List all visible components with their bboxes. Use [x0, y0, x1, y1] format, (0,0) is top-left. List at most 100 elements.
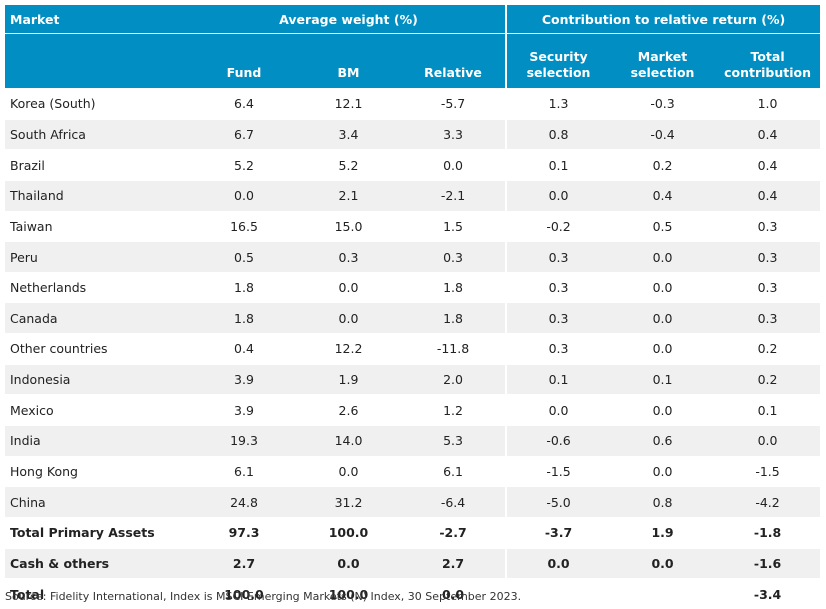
- security-selection-cell: 0.0: [505, 179, 611, 212]
- fund-cell: 0.0: [192, 179, 296, 212]
- source-footnote: Source: Fidelity International, Index is…: [5, 590, 522, 603]
- table-row: Cash & others 2.7 0.0 2.7 0.0 0.0 -1.6: [5, 547, 821, 579]
- relative-cell: -2.7: [401, 516, 507, 549]
- relative-cell: 2.7: [401, 547, 507, 579]
- table-header: Market Average weight (%) Contribution t…: [5, 5, 821, 89]
- total-contribution-cell: 1.0: [715, 88, 821, 120]
- total-contribution-cell: -4.2: [715, 486, 821, 518]
- security-selection-cell: 0.1: [505, 149, 611, 181]
- market-cell: Indonesia: [5, 363, 192, 395]
- security-selection-cell: 0.3: [505, 333, 611, 365]
- market-selection-cell: 0.2: [610, 149, 716, 181]
- total-contribution-cell: 0.2: [715, 363, 821, 395]
- total-contribution-column-header: Total contribution: [715, 33, 821, 89]
- average-weight-group-header: Average weight (%): [192, 5, 507, 34]
- table-body: Korea (South) 6.4 12.1 -5.7 1.3 -0.3 1.0 South …: [5, 88, 821, 609]
- security-selection-cell: -0.2: [505, 210, 611, 242]
- table-row: Other countries 0.4 12.2 -11.8 0.3 0.0 0.2: [5, 333, 821, 365]
- bm-cell: 5.2: [296, 149, 401, 181]
- market-cell: Korea (South): [5, 88, 192, 120]
- market-cell: India: [5, 425, 192, 457]
- total-contribution-cell: -3.4: [715, 578, 821, 609]
- relative-column-header: Relative: [401, 33, 507, 89]
- market-cell: Peru: [5, 241, 192, 273]
- table-row: Canada 1.8 0.0 1.8 0.3 0.0 0.3: [5, 302, 821, 334]
- relative-cell: 6.1: [401, 455, 507, 487]
- market-selection-cell: 0.0: [610, 302, 716, 334]
- bm-cell: 1.9: [296, 363, 401, 395]
- security-selection-cell: -1.5: [505, 455, 611, 487]
- market-selection-header-line2: selection: [630, 65, 695, 80]
- fund-cell: 6.7: [192, 118, 296, 150]
- table-row: Indonesia 3.9 1.9 2.0 0.1 0.1 0.2: [5, 363, 821, 395]
- total-contribution-cell: -1.6: [715, 547, 821, 579]
- attribution-table: Market Average weight (%) Contribution t…: [5, 5, 821, 609]
- security-selection-cell: 0.1: [505, 363, 611, 395]
- market-selection-cell: 0.4: [610, 179, 716, 212]
- table-row: Netherlands 1.8 0.0 1.8 0.3 0.0 0.3: [5, 271, 821, 303]
- fund-cell: 3.9: [192, 394, 296, 426]
- market-cell: Cash & others: [5, 547, 192, 579]
- security-selection-cell: -5.0: [505, 486, 611, 518]
- fund-column-header: Fund: [192, 33, 296, 89]
- market-cell: Mexico: [5, 394, 192, 426]
- total-contribution-cell: 0.4: [715, 179, 821, 212]
- market-cell: Total: [5, 578, 192, 609]
- market-selection-cell: 0.0: [610, 455, 716, 487]
- market-cell: South Africa: [5, 118, 192, 150]
- security-selection-cell: 1.3: [505, 88, 611, 120]
- relative-cell: 1.2: [401, 394, 507, 426]
- market-cell: Canada: [5, 302, 192, 334]
- market-cell: Hong Kong: [5, 455, 192, 487]
- total-contribution-cell: 0.4: [715, 149, 821, 181]
- market-selection-column-header: Market selection: [610, 33, 716, 89]
- security-selection-cell: 0.3: [505, 271, 611, 303]
- relative-cell: 1.8: [401, 302, 507, 334]
- bm-cell: 31.2: [296, 486, 401, 518]
- market-selection-cell: 0.5: [610, 210, 716, 242]
- fund-cell: 16.5: [192, 210, 296, 242]
- table-row: Hong Kong 6.1 0.0 6.1 -1.5 0.0 -1.5: [5, 455, 821, 487]
- fund-cell: 2.7: [192, 547, 296, 579]
- market-cell: Thailand: [5, 179, 192, 212]
- market-cell: China: [5, 486, 192, 518]
- security-selection-cell: 0.8: [505, 118, 611, 150]
- bm-cell: 100.0: [296, 516, 401, 549]
- market-selection-cell: 0.0: [610, 241, 716, 273]
- relative-cell: -2.1: [401, 179, 507, 212]
- security-selection-cell: -3.7: [505, 516, 611, 549]
- fund-cell: 0.4: [192, 333, 296, 365]
- fund-cell: 1.8: [192, 271, 296, 303]
- total-contribution-cell: 0.3: [715, 241, 821, 273]
- relative-cell: 5.3: [401, 425, 507, 457]
- total-contribution-cell: 0.0: [715, 425, 821, 457]
- market-selection-cell: -0.3: [610, 88, 716, 120]
- bm-cell: 0.3: [296, 241, 401, 273]
- security-selection-cell: [505, 578, 611, 609]
- table-row: Mexico 3.9 2.6 1.2 0.0 0.0 0.1: [5, 394, 821, 426]
- total-contribution-cell: 0.3: [715, 302, 821, 334]
- security-selection-cell: -0.6: [505, 425, 611, 457]
- market-cell: Total Primary Assets: [5, 516, 192, 549]
- market-selection-cell: 0.0: [610, 271, 716, 303]
- market-selection-cell: 1.9: [610, 516, 716, 549]
- bm-cell: 0.0: [296, 455, 401, 487]
- security-selection-header-line2: selection: [526, 65, 591, 80]
- table-row: Thailand 0.0 2.1 -2.1 0.0 0.4 0.4: [5, 179, 821, 212]
- security-selection-column-header: Security selection: [505, 33, 611, 89]
- total-contribution-cell: -1.5: [715, 455, 821, 487]
- total-contribution-header-line1: Total: [750, 49, 785, 64]
- bm-cell: 0.0: [296, 271, 401, 303]
- market-cell: Netherlands: [5, 271, 192, 303]
- relative-cell: 3.3: [401, 118, 507, 150]
- bm-cell: 15.0: [296, 210, 401, 242]
- bm-cell: 100.0: [296, 578, 401, 609]
- relative-cell: 2.0: [401, 363, 507, 395]
- security-selection-header-line1: Security: [529, 49, 588, 64]
- market-cell: Brazil: [5, 149, 192, 181]
- market-cell: Other countries: [5, 333, 192, 365]
- market-header-spacer: [5, 33, 192, 89]
- fund-cell: 97.3: [192, 516, 296, 549]
- total-contribution-cell: -1.8: [715, 516, 821, 549]
- fund-cell: 1.8: [192, 302, 296, 334]
